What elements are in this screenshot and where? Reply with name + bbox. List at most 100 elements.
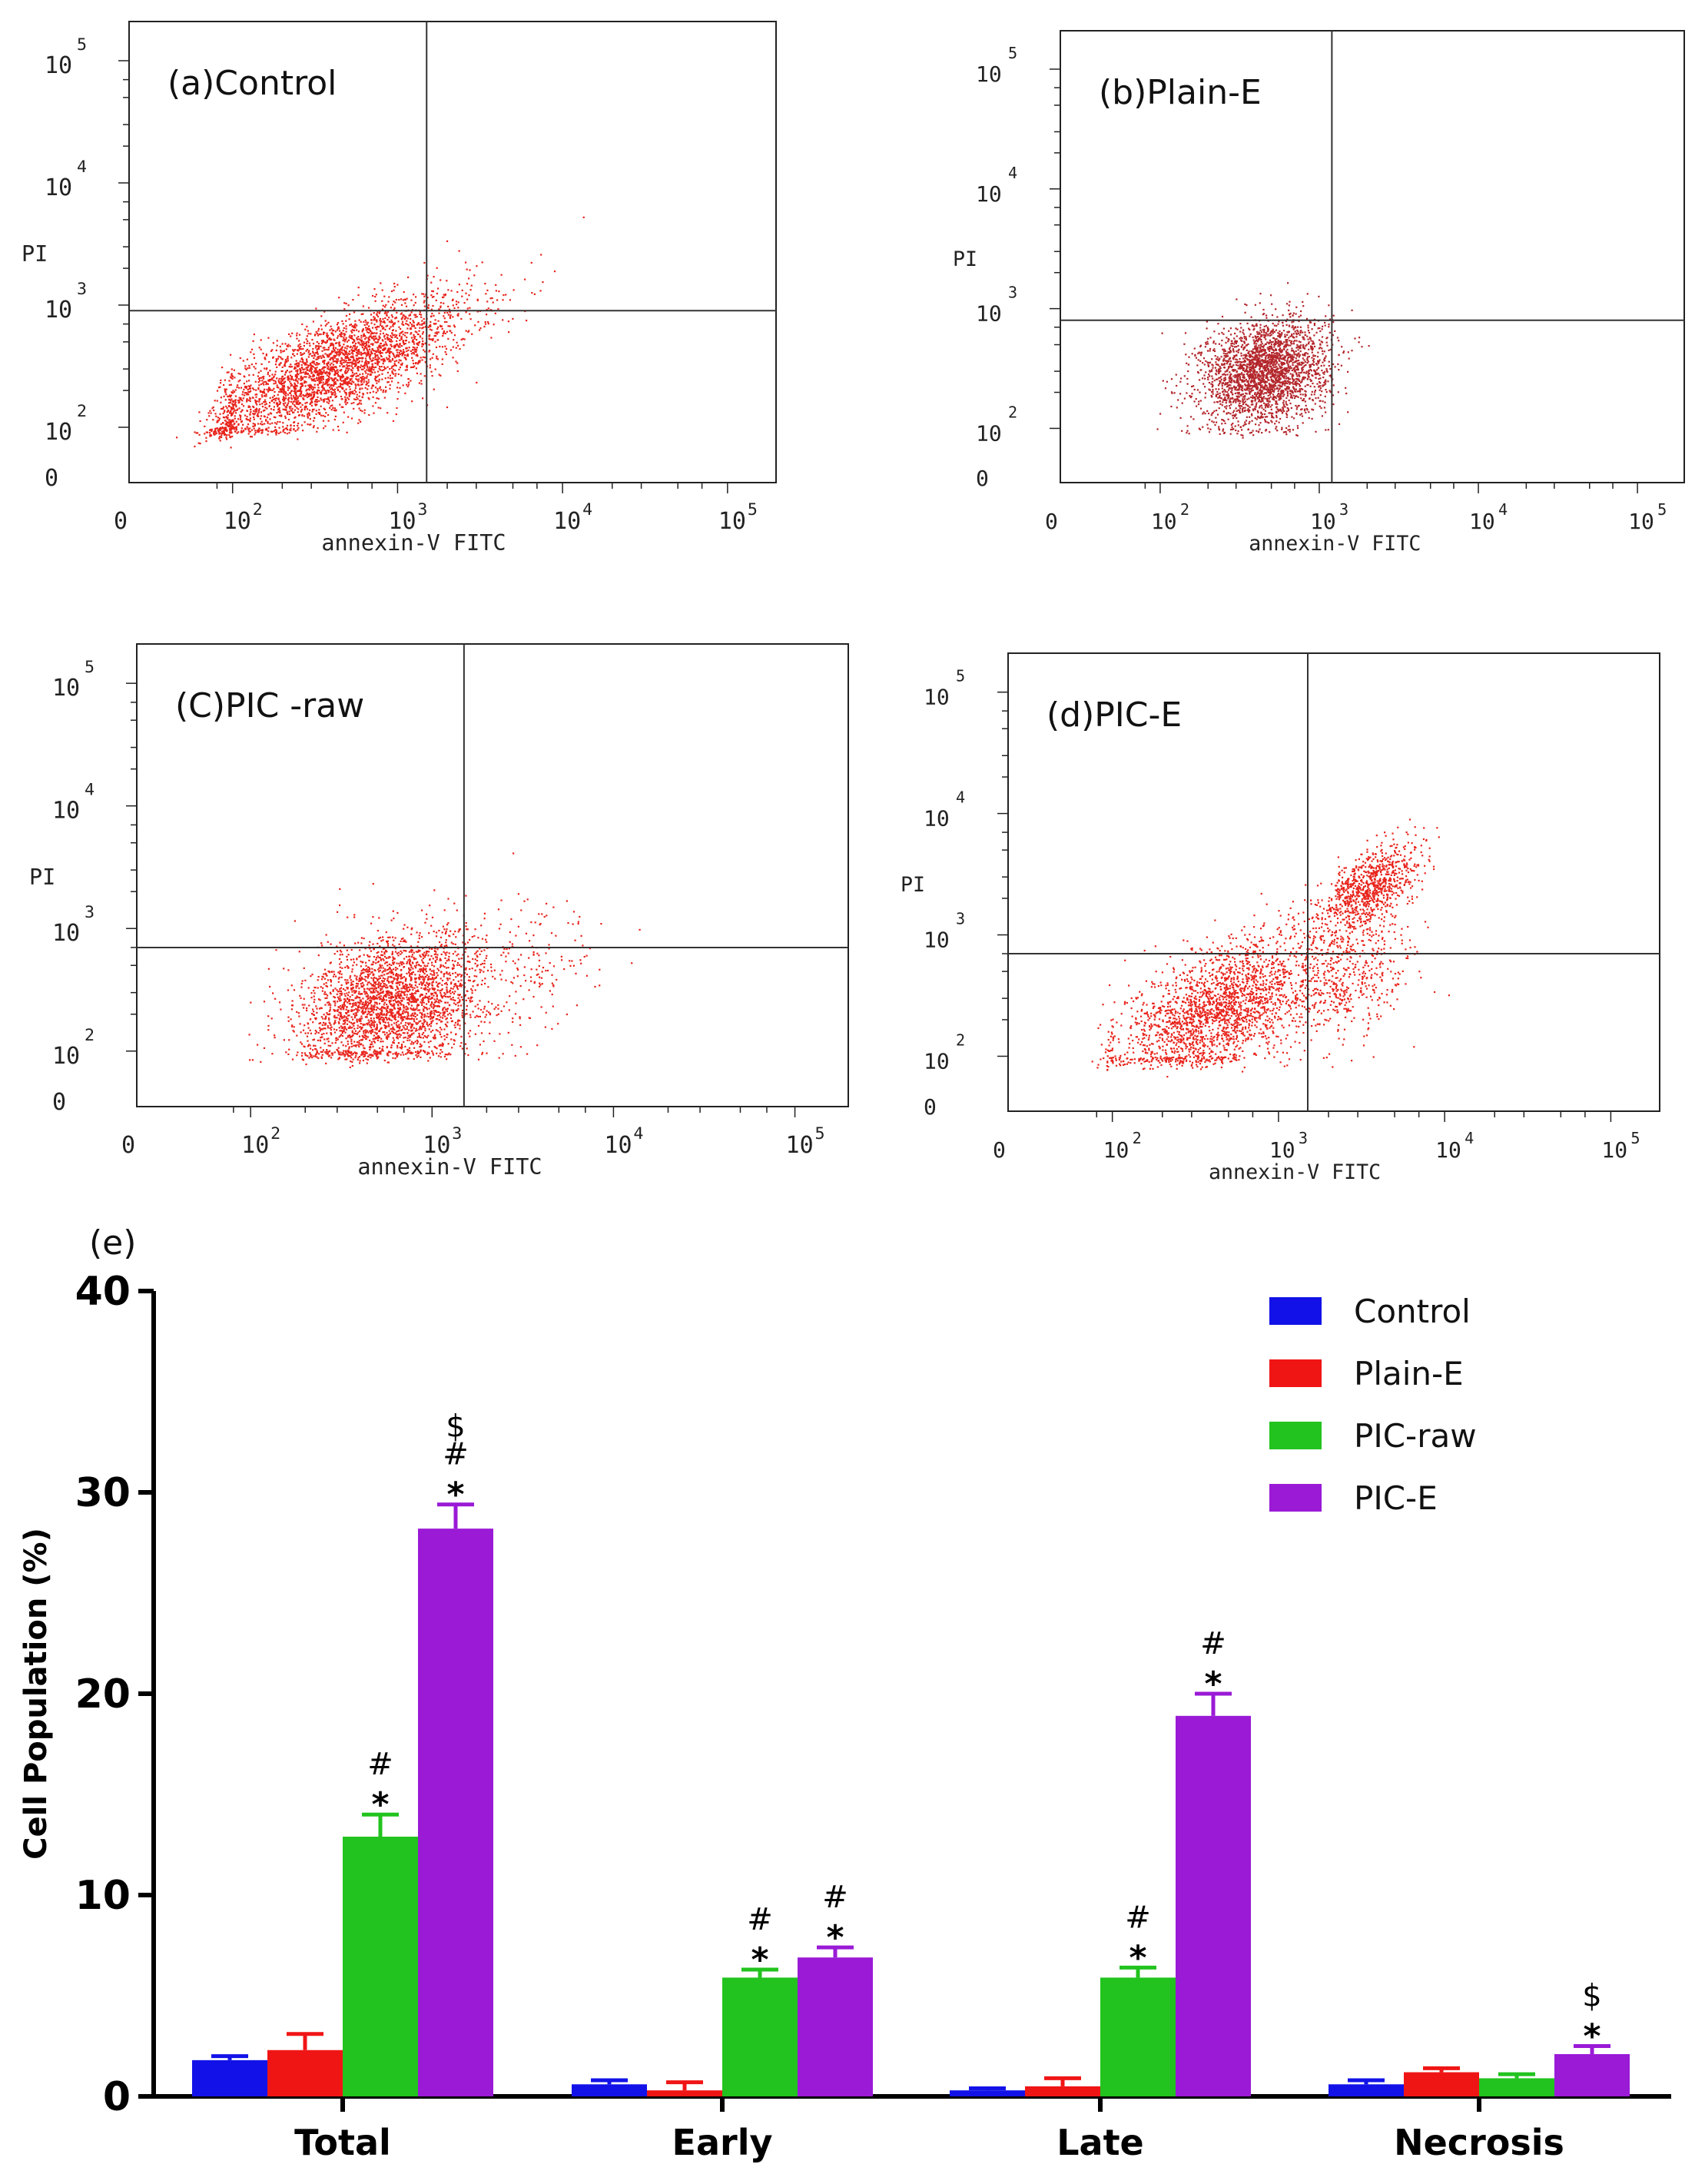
event-point bbox=[487, 323, 489, 325]
event-point bbox=[235, 429, 237, 431]
event-point bbox=[297, 380, 299, 383]
event-point bbox=[373, 367, 375, 369]
event-point bbox=[208, 432, 211, 434]
event-point bbox=[553, 271, 556, 273]
event-point bbox=[1232, 380, 1235, 383]
event-point bbox=[318, 400, 320, 402]
event-point bbox=[297, 429, 299, 431]
event-point bbox=[334, 393, 337, 395]
event-point bbox=[1324, 395, 1326, 397]
event-point bbox=[386, 357, 388, 359]
event-point bbox=[1301, 370, 1303, 372]
event-point bbox=[273, 387, 275, 390]
event-point bbox=[326, 332, 328, 334]
event-point bbox=[312, 427, 315, 429]
event-point bbox=[321, 376, 323, 378]
event-point bbox=[267, 387, 270, 390]
event-point bbox=[332, 348, 334, 350]
event-point bbox=[1218, 388, 1220, 390]
event-point bbox=[284, 390, 286, 393]
event-point bbox=[1319, 347, 1322, 349]
event-point bbox=[1250, 384, 1253, 387]
event-point bbox=[313, 393, 316, 396]
event-point bbox=[1239, 405, 1242, 407]
event-point bbox=[255, 396, 257, 398]
event-point bbox=[1279, 351, 1282, 353]
event-point bbox=[295, 363, 297, 365]
event-point bbox=[1282, 348, 1285, 350]
event-point bbox=[1215, 361, 1217, 363]
event-point bbox=[1219, 403, 1222, 405]
event-point bbox=[257, 431, 260, 433]
event-point bbox=[230, 432, 232, 434]
event-point bbox=[1266, 398, 1269, 400]
event-point bbox=[264, 395, 266, 397]
event-point bbox=[386, 324, 389, 327]
event-point bbox=[1279, 372, 1282, 374]
event-point bbox=[373, 338, 375, 340]
event-point bbox=[340, 395, 343, 398]
event-point bbox=[367, 353, 369, 355]
event-point bbox=[257, 371, 260, 373]
event-point bbox=[340, 335, 343, 337]
event-point bbox=[322, 375, 324, 378]
event-point bbox=[221, 427, 224, 429]
event-point bbox=[330, 405, 332, 407]
event-point bbox=[342, 376, 345, 378]
event-point bbox=[396, 311, 398, 314]
event-point bbox=[1258, 375, 1260, 377]
event-point bbox=[358, 419, 360, 421]
event-point bbox=[421, 323, 423, 326]
event-point bbox=[379, 350, 381, 352]
event-point bbox=[330, 351, 333, 353]
event-point bbox=[234, 403, 236, 405]
event-point bbox=[420, 357, 422, 359]
event-point bbox=[1232, 350, 1235, 353]
event-point bbox=[314, 403, 317, 406]
event-point bbox=[1236, 373, 1239, 376]
event-point bbox=[1258, 399, 1260, 401]
event-point bbox=[1207, 427, 1209, 430]
event-point bbox=[398, 355, 400, 358]
event-point bbox=[360, 364, 363, 367]
event-point bbox=[1251, 400, 1253, 403]
event-point bbox=[287, 375, 290, 377]
event-point bbox=[337, 327, 340, 330]
event-point bbox=[258, 400, 260, 403]
event-point bbox=[230, 426, 232, 428]
event-point bbox=[269, 387, 271, 390]
event-point bbox=[1235, 358, 1237, 360]
event-point bbox=[1289, 373, 1292, 375]
event-point bbox=[240, 420, 243, 423]
event-point bbox=[276, 423, 278, 425]
event-point bbox=[336, 370, 338, 372]
event-point bbox=[452, 316, 454, 318]
event-point bbox=[219, 440, 221, 442]
event-point bbox=[232, 390, 234, 392]
event-point bbox=[237, 380, 240, 383]
event-point bbox=[279, 345, 281, 348]
event-point bbox=[1256, 333, 1259, 335]
event-point bbox=[245, 391, 247, 394]
event-point bbox=[1229, 401, 1231, 403]
event-point bbox=[393, 334, 396, 336]
event-point bbox=[365, 355, 368, 357]
event-point bbox=[310, 404, 313, 407]
event-point bbox=[393, 307, 396, 310]
event-point bbox=[304, 328, 307, 330]
event-point bbox=[332, 367, 334, 370]
event-point bbox=[1211, 390, 1213, 393]
event-point bbox=[343, 359, 346, 361]
event-point bbox=[453, 324, 456, 327]
event-point bbox=[402, 384, 404, 387]
event-point bbox=[1265, 403, 1268, 406]
event-point bbox=[230, 394, 233, 397]
event-point bbox=[371, 352, 373, 354]
event-point bbox=[1322, 385, 1324, 387]
event-point bbox=[316, 399, 318, 401]
event-point bbox=[350, 365, 353, 367]
event-point bbox=[409, 314, 411, 316]
event-point bbox=[1296, 365, 1299, 367]
event-point bbox=[309, 383, 311, 386]
event-point bbox=[313, 383, 316, 386]
